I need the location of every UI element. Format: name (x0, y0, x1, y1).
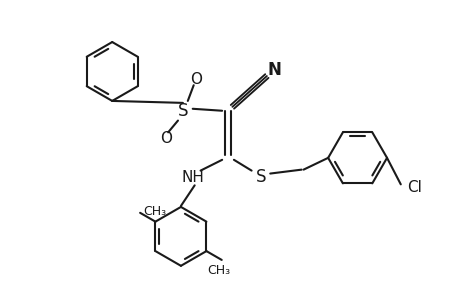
Text: Cl: Cl (406, 180, 420, 195)
Text: NH: NH (181, 170, 204, 185)
Text: O: O (160, 131, 172, 146)
Text: CH₃: CH₃ (143, 205, 166, 218)
Text: S: S (177, 102, 188, 120)
Text: N: N (267, 61, 280, 79)
Text: CH₃: CH₃ (207, 264, 230, 277)
Text: S: S (256, 169, 266, 187)
Text: O: O (189, 72, 201, 87)
